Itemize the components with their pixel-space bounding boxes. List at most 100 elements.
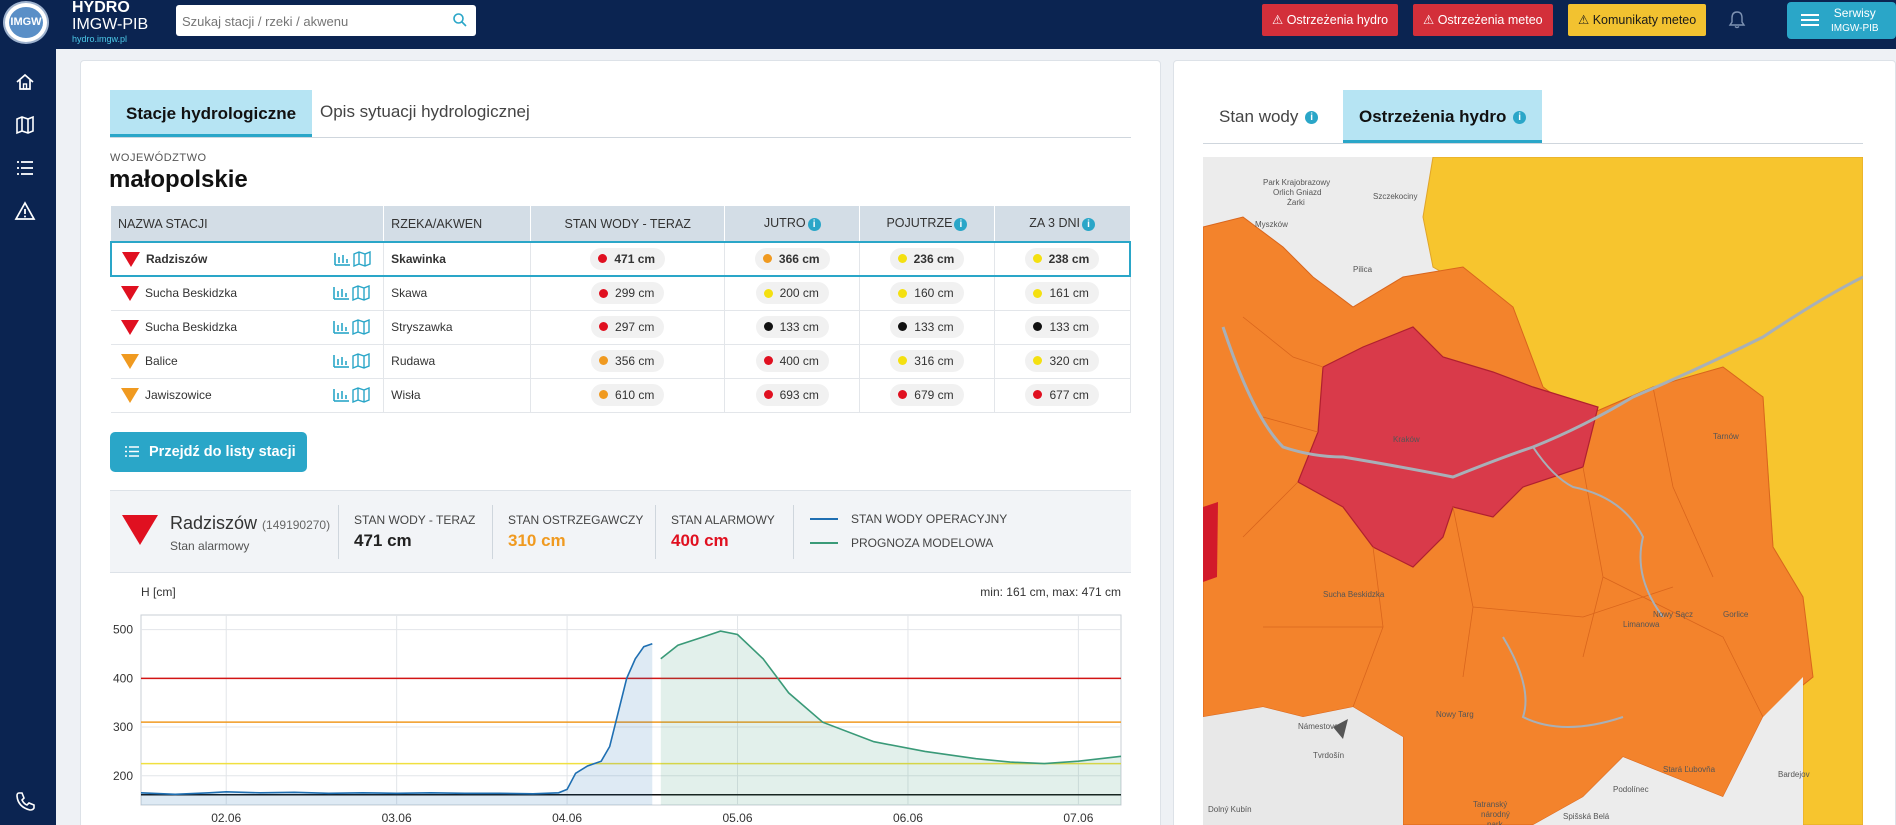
level-now: 356 cm (591, 350, 665, 372)
status-dot (599, 322, 609, 332)
table-row[interactable]: Jawiszowice Wisła 610 cm 693 cm 679 cm 6… (111, 378, 1131, 413)
chart-icon[interactable] (333, 251, 351, 267)
search-icon[interactable] (452, 12, 468, 28)
chart-icon[interactable] (332, 353, 350, 369)
stations-table: NAZWA STACJI RZEKA/AKWEN STAN WODY - TER… (110, 206, 1131, 413)
serwisy-button[interactable]: Serwisy IMGW-PIB (1787, 2, 1896, 39)
alarm-level-value: 400 cm (671, 531, 729, 550)
table-header-row: NAZWA STACJI RZEKA/AKWEN STAN WODY - TER… (111, 206, 1131, 242)
tab-hydro-stations[interactable]: Stacje hydrologiczne (110, 90, 313, 137)
brand-line1: HYDRO (72, 0, 130, 16)
status-dot (898, 288, 908, 298)
station-name: Sucha Beskidzka (145, 286, 238, 301)
level-3days: 320 cm (1025, 350, 1099, 372)
warning-icon[interactable] (14, 200, 36, 222)
observed-area (141, 643, 653, 805)
list-icon[interactable] (14, 157, 36, 179)
slovakia-region (1203, 707, 1403, 825)
table-row[interactable]: Sucha Beskidzka Skawa 299 cm 200 cm 160 … (111, 276, 1131, 311)
status-dot (897, 254, 907, 264)
level-now-value: 356 cm (615, 354, 655, 368)
water-level-chart: H [cm] min: 161 cm, max: 471 cm 200 300 400 5… (113, 585, 1122, 825)
tab-water-level[interactable]: Stan wody i (1203, 90, 1334, 143)
tab-hydro-description[interactable]: Opis sytuacji hydrologicznej (320, 102, 530, 121)
map-icon[interactable] (14, 114, 36, 136)
brand[interactable]: HYDRO IMGW-PIB hydro.imgw.pl (72, 0, 148, 44)
logo-text: IMGW (9, 7, 43, 38)
status-dot (598, 254, 608, 264)
svg-text:Námestovo: Námestovo (1298, 722, 1339, 731)
warning-triangle-icon (121, 387, 139, 403)
station-name: Balice (145, 354, 178, 368)
home-icon[interactable] (14, 71, 36, 93)
col-day-after[interactable]: POJUTRZE i (859, 206, 995, 242)
info-icon[interactable]: i (1305, 111, 1319, 125)
level-day-after: 679 cm (890, 384, 964, 406)
hydro-warnings-button[interactable]: ⚠ Ostrzeżenia hydro (1262, 4, 1399, 36)
warnings-map[interactable]: Park Krajobrazowy Orlich Gniazd Żarki Sz… (1203, 157, 1863, 825)
level-3days: 161 cm (1025, 282, 1099, 305)
svg-text:Stará Ľubovňa: Stará Ľubovňa (1663, 765, 1716, 774)
info-icon[interactable]: i (807, 217, 821, 231)
col-3days[interactable]: ZA 3 DNI i (994, 206, 1131, 242)
search-input[interactable] (182, 12, 442, 30)
imgw-logo[interactable]: IMGW (3, 1, 49, 44)
meteo-warnings-button[interactable]: ⚠ Ostrzeżenia meteo (1413, 4, 1553, 36)
table-row[interactable]: Balice Rudawa 356 cm 400 cm 316 cm 320 c… (111, 344, 1131, 379)
svg-text:Nowy Targ: Nowy Targ (1436, 710, 1474, 719)
svg-text:Nowy Sącz: Nowy Sącz (1653, 610, 1693, 619)
bell-icon[interactable] (1727, 10, 1747, 30)
col-tomorrow[interactable]: JUTRO i (724, 206, 861, 242)
hydro-warnings-label: Ostrzeżenia hydro (1286, 13, 1389, 27)
y-tick-label: 500 (113, 623, 133, 637)
col-now[interactable]: STAN WODY - TERAZ (530, 206, 726, 242)
river-name: Rudawa (383, 344, 531, 379)
top-bar: IMGW HYDRO IMGW-PIB hydro.imgw.pl ⚠ Ostr… (0, 0, 1896, 49)
level-3days-value: 133 cm (1049, 320, 1089, 334)
x-tick-label: 03.06 (382, 811, 412, 825)
region-name: małopolskie (109, 166, 248, 193)
svg-text:Bardejov: Bardejov (1778, 770, 1810, 779)
forecast-area (660, 631, 1121, 805)
col-station[interactable]: NAZWA STACJI (111, 206, 385, 242)
meteo-messages-label: Komunikaty meteo (1592, 13, 1697, 27)
info-icon[interactable]: i (954, 217, 968, 231)
region-label: WOJEWÓDZTWO (110, 152, 207, 164)
table-row[interactable]: Sucha Beskidzka Stryszawka 297 cm 133 cm… (111, 310, 1131, 345)
level-tomorrow-value: 366 cm (778, 252, 820, 266)
divider (793, 505, 794, 559)
info-icon[interactable]: i (1513, 111, 1527, 125)
station-list-label: Przejdź do listy stacji (149, 444, 296, 460)
col-tomorrow-label: JUTRO (763, 216, 806, 231)
svg-text:Szczekociny: Szczekociny (1373, 192, 1417, 201)
info-icon[interactable]: i (1082, 217, 1096, 231)
station-list-button[interactable]: Przejdź do listy stacji (110, 432, 307, 472)
forecast-line (660, 630, 1122, 765)
chart-icon[interactable] (332, 285, 350, 301)
red-warning-region (1297, 326, 1599, 568)
map-icon[interactable] (352, 387, 370, 403)
phone-icon[interactable] (14, 790, 36, 812)
warning-level-value: 310 cm (508, 531, 566, 550)
legend-model-swatch (810, 542, 838, 544)
col-river[interactable]: RZEKA/AKWEN (383, 206, 531, 242)
svg-text:Podolínec: Podolínec (1613, 785, 1649, 794)
now-value: 471 cm (354, 531, 412, 550)
svg-text:Spišská Belá: Spišská Belá (1563, 812, 1610, 821)
chart-icon[interactable] (332, 319, 350, 335)
tab-hydro-warnings[interactable]: Ostrzeżenia hydro i (1343, 90, 1543, 143)
orava-lake (1333, 719, 1348, 739)
map-icon[interactable] (353, 251, 371, 267)
map-icon[interactable] (352, 319, 370, 335)
level-now: 299 cm (591, 282, 665, 305)
meteo-messages-button[interactable]: ⚠ Komunikaty meteo (1568, 4, 1707, 36)
x-tick-label: 07.06 (1063, 811, 1093, 825)
chart-icon[interactable] (332, 387, 350, 403)
svg-text:park: park (1487, 820, 1504, 825)
map-icon[interactable] (352, 353, 370, 369)
map-icon[interactable] (352, 285, 370, 302)
search-box (176, 5, 476, 36)
level-now: 471 cm (590, 248, 666, 270)
table-row[interactable]: Radziszów Skawinka 471 cm 366 cm 236 cm … (110, 241, 1131, 277)
legend-operational: STAN WODY OPERACYJNY (851, 512, 1008, 526)
